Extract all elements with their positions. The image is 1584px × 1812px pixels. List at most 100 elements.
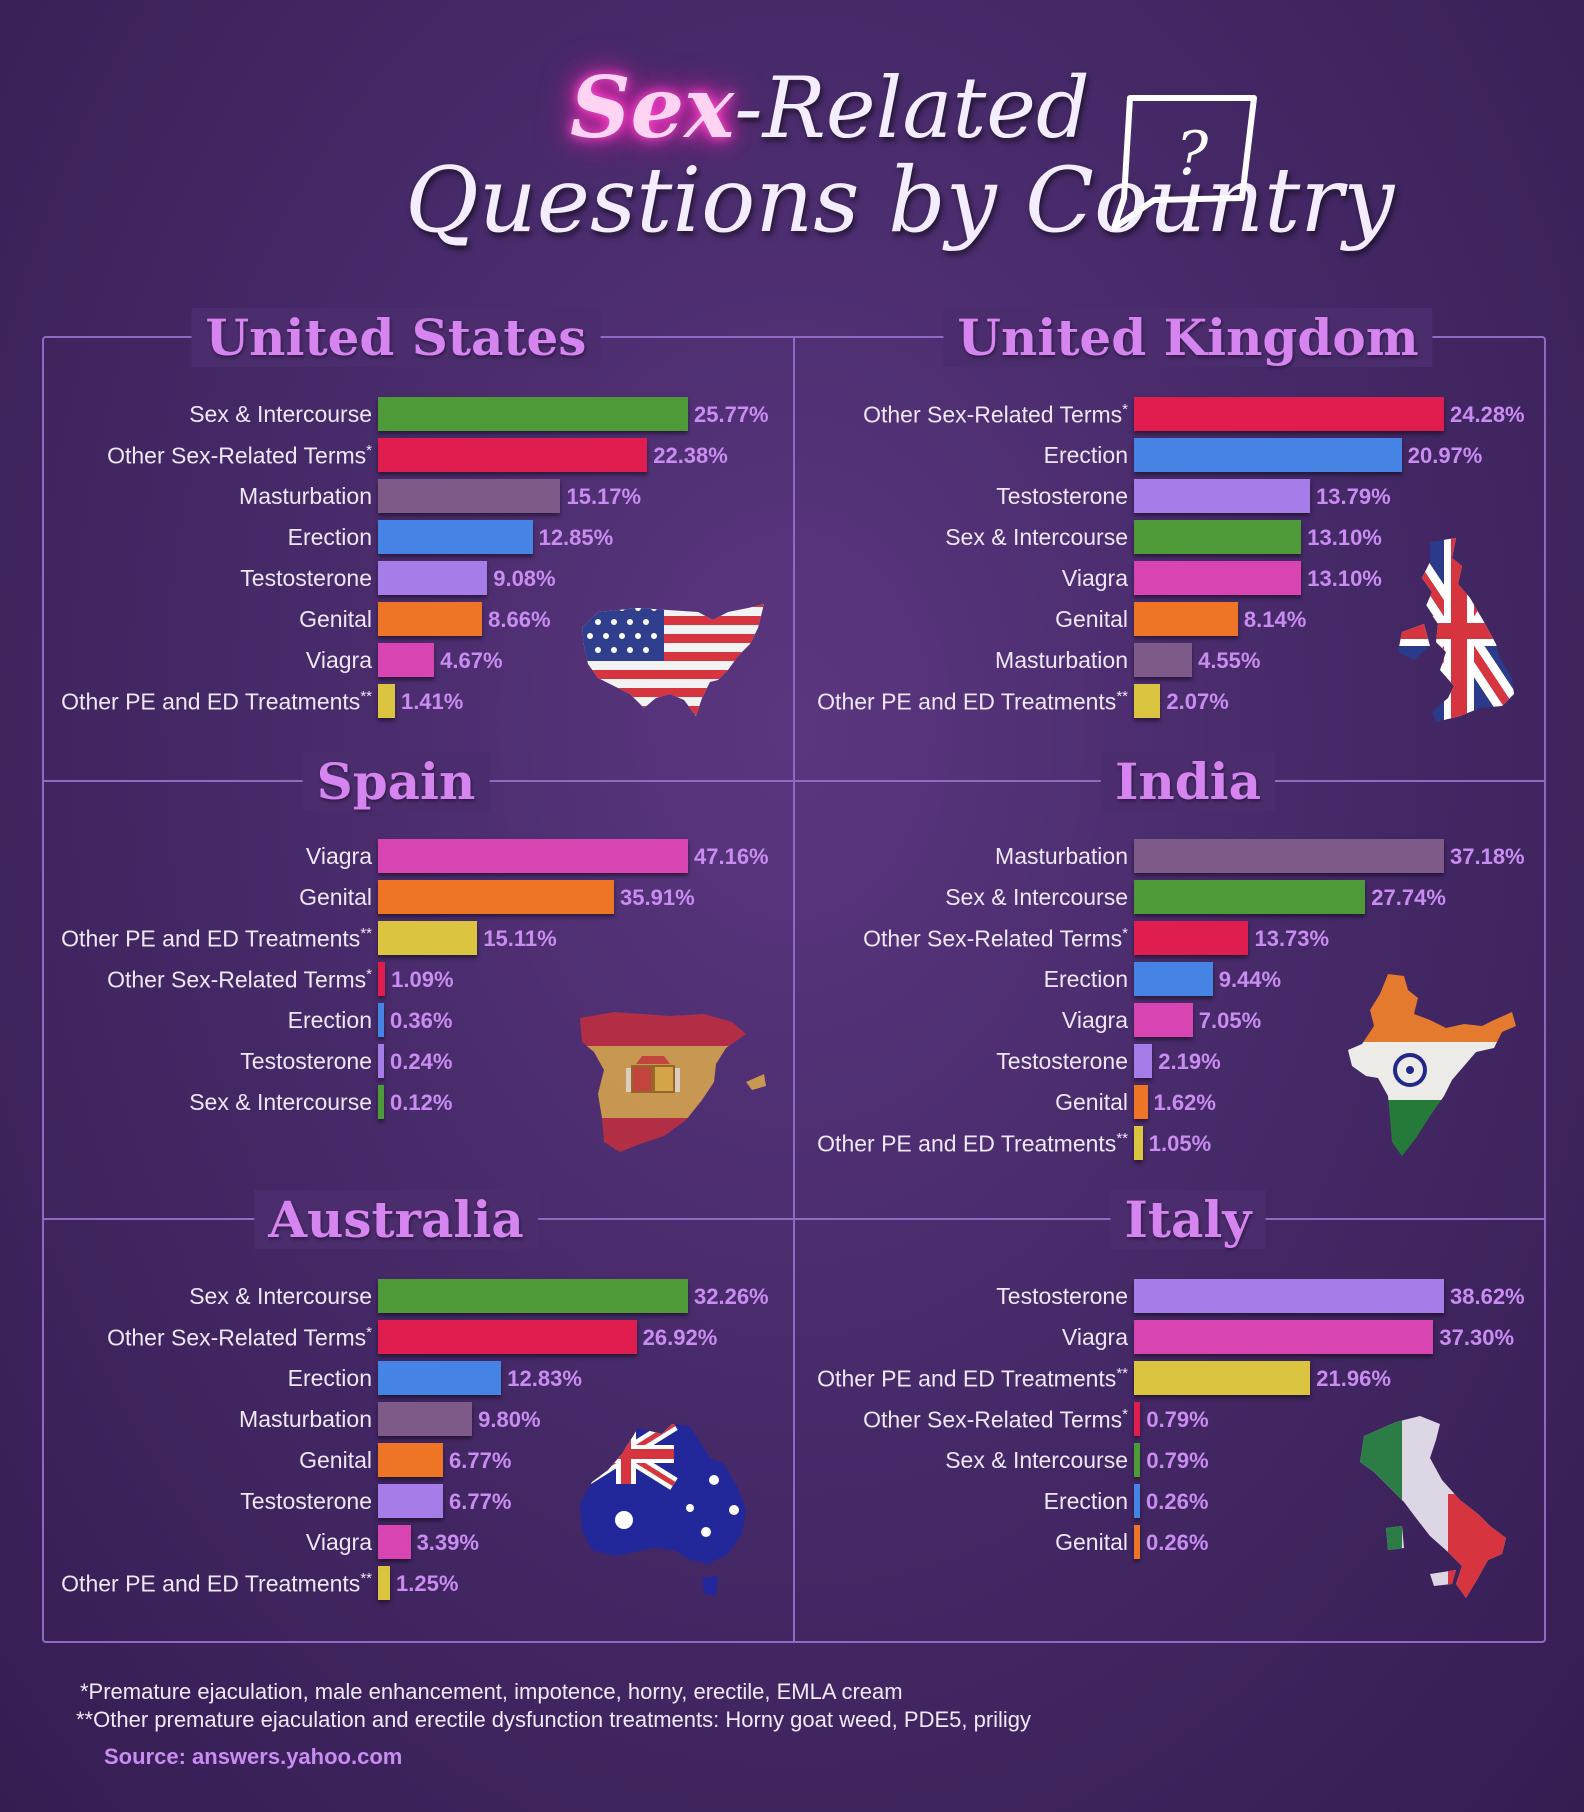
footnote-marker: * bbox=[366, 1324, 372, 1341]
australia-flag-map-icon bbox=[580, 1424, 746, 1596]
category-label: Other PE and ED Treatments** bbox=[817, 1130, 1128, 1158]
category-label: Other PE and ED Treatments** bbox=[61, 925, 372, 953]
category-text: Other Sex-Related Terms bbox=[107, 1324, 367, 1351]
category-text: Other PE and ED Treatments bbox=[817, 688, 1117, 715]
footnote-2: **Other premature ejaculation and erecti… bbox=[76, 1707, 1032, 1732]
category-text: Masturbation bbox=[239, 483, 372, 509]
footnote-marker: ** bbox=[360, 925, 372, 942]
panel-title-text: Spain bbox=[302, 752, 490, 811]
category-text: Erection bbox=[1043, 1488, 1128, 1514]
bar bbox=[378, 1402, 473, 1436]
value-label: 4.55% bbox=[1198, 648, 1261, 673]
category-label: Testosterone bbox=[240, 565, 372, 592]
title-line-1: Sex-Related bbox=[570, 58, 1090, 157]
panel-title-text: United Kingdom bbox=[943, 308, 1433, 367]
bar bbox=[1134, 880, 1366, 914]
row-divider-2 bbox=[42, 1218, 1544, 1220]
bar bbox=[378, 684, 395, 718]
value-label: 6.77% bbox=[449, 1448, 512, 1473]
bar bbox=[378, 602, 483, 636]
category-label: Masturbation bbox=[995, 843, 1128, 870]
category-text: Genital bbox=[299, 1447, 372, 1473]
value-label: 13.10% bbox=[1307, 525, 1382, 550]
category-label: Other Sex-Related Terms* bbox=[107, 442, 372, 470]
category-label: Other Sex-Related Terms* bbox=[863, 1406, 1128, 1434]
category-label: Testosterone bbox=[996, 483, 1128, 510]
panel-title-4: Australia bbox=[240, 1190, 552, 1249]
value-label: 9.80% bbox=[478, 1407, 541, 1432]
category-text: Other Sex-Related Terms bbox=[863, 925, 1123, 952]
value-label: 13.73% bbox=[1254, 926, 1330, 951]
value-label: 7.05% bbox=[1198, 1008, 1262, 1033]
value-label: 15.17% bbox=[566, 484, 642, 509]
bar bbox=[378, 839, 688, 873]
bar bbox=[378, 520, 533, 554]
category-label: Other PE and ED Treatments** bbox=[61, 688, 372, 716]
category-text: Other Sex-Related Terms bbox=[863, 1406, 1123, 1433]
category-label: Other Sex-Related Terms* bbox=[107, 1324, 372, 1352]
panel-title-text: Australia bbox=[254, 1190, 538, 1249]
category-label: Viagra bbox=[1062, 1324, 1128, 1351]
value-label: 37.18% bbox=[1450, 844, 1525, 869]
category-text: Genital bbox=[1055, 606, 1128, 632]
bar bbox=[378, 921, 478, 955]
category-text: Other PE and ED Treatments bbox=[817, 1130, 1117, 1157]
value-label: 0.12% bbox=[390, 1090, 453, 1115]
bar bbox=[378, 1566, 390, 1600]
bar bbox=[1134, 1443, 1141, 1477]
category-text: Genital bbox=[299, 884, 372, 910]
value-label: 47.16% bbox=[694, 844, 769, 869]
category-label: Other PE and ED Treatments** bbox=[817, 688, 1128, 716]
category-label: Other PE and ED Treatments** bbox=[817, 1365, 1128, 1393]
source-link[interactable]: Source: answers.yahoo.com bbox=[104, 1744, 403, 1769]
category-label: Genital bbox=[299, 884, 372, 911]
bar bbox=[1134, 438, 1402, 472]
category-text: Testosterone bbox=[240, 565, 372, 591]
question-bubble-icon: ? bbox=[1111, 95, 1257, 231]
category-text: Sex & Intercourse bbox=[189, 1089, 372, 1115]
bar bbox=[1134, 561, 1302, 595]
category-label: Sex & Intercourse bbox=[189, 401, 372, 428]
category-text: Erection bbox=[287, 1007, 372, 1033]
category-text: Erection bbox=[287, 524, 372, 550]
panel-title-0: United States bbox=[178, 308, 615, 367]
category-label: Sex & Intercourse bbox=[189, 1283, 372, 1310]
value-label: 27.74% bbox=[1371, 885, 1446, 910]
bar bbox=[378, 479, 561, 513]
panel-title-5: Italy bbox=[1097, 1190, 1280, 1249]
bar bbox=[378, 1320, 637, 1354]
category-text: Erection bbox=[1043, 966, 1128, 992]
footnote-marker: * bbox=[1122, 1406, 1128, 1423]
category-label: Masturbation bbox=[239, 1406, 372, 1433]
category-text: Viagra bbox=[1061, 1324, 1128, 1350]
footnote-marker: * bbox=[366, 442, 372, 459]
footnote-marker: ** bbox=[360, 1570, 372, 1587]
value-label: 1.05% bbox=[1148, 1131, 1212, 1156]
category-label: Sex & Intercourse bbox=[945, 524, 1128, 551]
value-label: 2.19% bbox=[1158, 1049, 1221, 1074]
category-text: Masturbation bbox=[995, 843, 1128, 869]
category-label: Erection bbox=[1044, 966, 1128, 993]
bar bbox=[378, 1525, 411, 1559]
spain-flag-map-icon bbox=[580, 1012, 766, 1152]
category-text: Sex & Intercourse bbox=[945, 884, 1128, 910]
value-label: 9.44% bbox=[1218, 967, 1282, 992]
panel-title-1: United Kingdom bbox=[929, 308, 1446, 367]
value-label: 6.77% bbox=[449, 1489, 512, 1514]
category-text: Other Sex-Related Terms bbox=[107, 442, 367, 469]
category-text: Testosterone bbox=[240, 1048, 372, 1074]
category-label: Genital bbox=[299, 606, 372, 633]
value-label: 35.91% bbox=[620, 885, 695, 910]
value-label: 0.24% bbox=[390, 1049, 453, 1074]
category-text: Testosterone bbox=[996, 483, 1128, 509]
bar bbox=[1134, 1525, 1140, 1559]
category-label: Viagra bbox=[1062, 1007, 1128, 1034]
value-label: 20.97% bbox=[1407, 443, 1483, 468]
category-text: Testosterone bbox=[240, 1488, 372, 1514]
bar bbox=[378, 438, 648, 472]
value-label: 12.83% bbox=[507, 1366, 582, 1391]
bar bbox=[378, 962, 386, 996]
category-text: Genital bbox=[299, 606, 372, 632]
us-flag-map-icon bbox=[582, 604, 764, 716]
category-text: Sex & Intercourse bbox=[945, 524, 1128, 550]
